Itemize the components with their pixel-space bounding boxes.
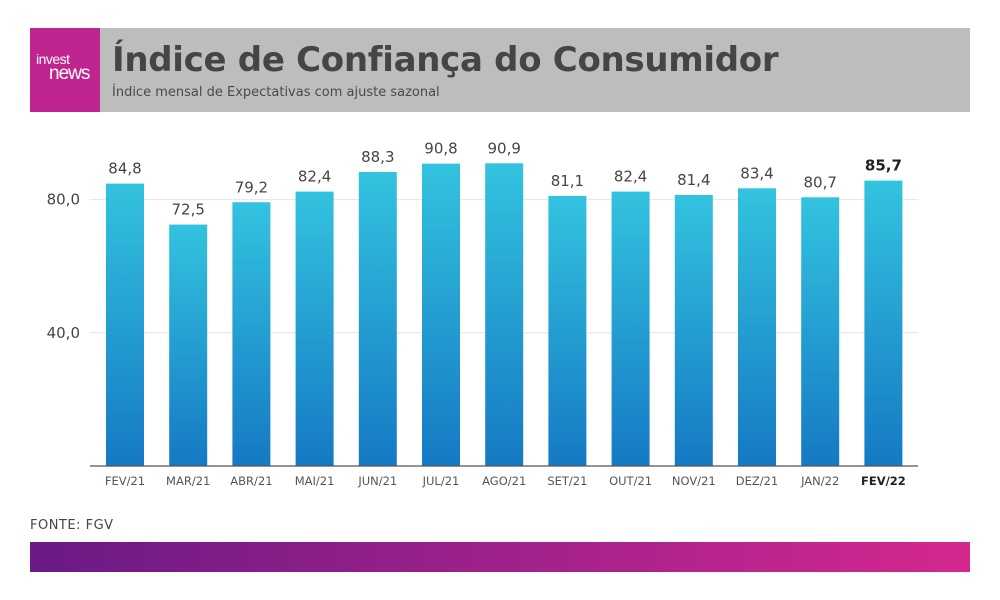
bar-set-21 bbox=[548, 195, 587, 466]
footer-gradient-bar bbox=[30, 542, 970, 572]
chart-header: invest news Índice de Confiança do Consu… bbox=[30, 28, 970, 112]
x-tick-label: FEV/22 bbox=[861, 474, 906, 488]
value-label: 79,2 bbox=[235, 178, 268, 196]
bar-fev-21 bbox=[106, 183, 144, 466]
bar-jun-21 bbox=[358, 171, 397, 466]
x-tick-label: OUT/21 bbox=[609, 474, 652, 488]
value-label: 82,4 bbox=[298, 168, 331, 186]
bar-out-21 bbox=[611, 191, 650, 466]
x-tick-label: JUN/21 bbox=[357, 474, 397, 488]
value-label: 81,1 bbox=[551, 172, 584, 190]
x-tick-label: SET/21 bbox=[547, 474, 587, 488]
chart-subtitle: Índice mensal de Expectativas com ajuste… bbox=[112, 85, 440, 100]
value-label: 84,8 bbox=[108, 160, 141, 178]
bar-jul-21 bbox=[422, 163, 460, 467]
bar-fev-22 bbox=[864, 180, 903, 466]
x-tick-label: JUL/21 bbox=[422, 474, 460, 488]
x-tick-label: MAR/21 bbox=[166, 474, 210, 488]
bar-mar-21 bbox=[169, 224, 208, 466]
value-label: 85,7 bbox=[865, 157, 902, 175]
axes: 40,0 80,0 FEV/21 MAR/21 ABR/21 MAI/21 JUN/21 JU… bbox=[47, 191, 918, 488]
logo-text-news: news bbox=[49, 63, 90, 84]
value-label: 90,8 bbox=[424, 140, 457, 158]
investnews-logo: invest news bbox=[30, 28, 100, 112]
value-label: 82,4 bbox=[614, 168, 647, 186]
x-tick-label: AGO/21 bbox=[482, 474, 526, 488]
value-label: 72,5 bbox=[171, 201, 204, 219]
x-tick-label: FEV/21 bbox=[105, 474, 145, 488]
y-tick-label: 40,0 bbox=[47, 324, 80, 342]
bar-nov-21 bbox=[674, 194, 713, 467]
value-labels: 84,8 72,5 79,2 82,4 88,3 90,8 90,9 81,1 82,4 81,4… bbox=[108, 139, 902, 218]
bar-jan-22 bbox=[801, 197, 840, 467]
bar-mai-21 bbox=[295, 191, 334, 466]
bar-dez-21 bbox=[738, 188, 776, 466]
y-tick-label: 80,0 bbox=[47, 191, 80, 209]
x-tick-label: JAN/22 bbox=[800, 474, 839, 488]
value-label: 88,3 bbox=[361, 148, 394, 166]
footer-gradient-rect bbox=[30, 542, 970, 572]
chart-title: Índice de Confiança do Consumidor bbox=[112, 40, 779, 80]
x-tick-label: DEZ/21 bbox=[736, 474, 779, 488]
x-tick-label: MAI/21 bbox=[295, 474, 335, 488]
value-label: 83,4 bbox=[740, 164, 773, 182]
source-note: FONTE: FGV bbox=[30, 518, 114, 533]
logo-text-invest: invest bbox=[36, 51, 70, 67]
value-label: 80,7 bbox=[803, 173, 836, 191]
bar-ago-21 bbox=[485, 163, 524, 467]
x-tick-label: ABR/21 bbox=[230, 474, 272, 488]
value-label: 90,9 bbox=[487, 139, 520, 157]
bar-abr-21 bbox=[232, 202, 271, 466]
value-label: 81,4 bbox=[677, 171, 710, 189]
bars bbox=[106, 163, 903, 467]
x-tick-label: NOV/21 bbox=[672, 474, 716, 488]
